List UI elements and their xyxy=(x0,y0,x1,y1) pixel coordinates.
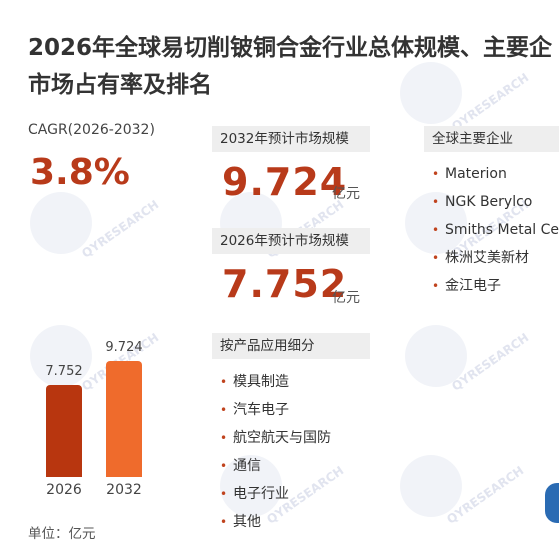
list-item: • 电子行业 xyxy=(218,480,331,508)
forecast-2032-value: 9.724 xyxy=(222,160,348,204)
page-title: 2026年全球易切削铍铜合金行业总体规模、主要企 xyxy=(28,35,553,61)
list-item: • 汽车电子 xyxy=(218,396,331,424)
forecast-2032-label: 2032年预计市场规模 xyxy=(212,126,370,152)
list-item: • 模具制造 xyxy=(218,368,331,396)
bullet-icon: • xyxy=(432,223,440,237)
bullet-icon: • xyxy=(220,487,228,501)
watermark-circle xyxy=(405,325,467,387)
forecast-2026-value: 7.752 xyxy=(222,262,348,306)
watermark-circle xyxy=(400,455,462,517)
bullet-icon: • xyxy=(432,167,440,181)
list-item: • 其他 xyxy=(218,508,331,536)
bar-category-label: 2026 xyxy=(46,482,82,498)
cagr-value: 3.8% xyxy=(30,152,130,193)
list-item: • 航空航天与国防 xyxy=(218,424,331,452)
unit-note: 单位：亿元 xyxy=(28,526,96,542)
watermark-text: QYRESEARCH xyxy=(79,197,162,261)
list-item: • 株洲艾美新材 xyxy=(430,244,559,272)
bullet-icon: • xyxy=(220,459,228,473)
bullet-icon: • xyxy=(220,431,228,445)
bar-2032 xyxy=(106,361,142,477)
side-tab[interactable] xyxy=(545,483,559,523)
applications-label: 按产品应用细分 xyxy=(212,333,370,359)
watermark-circle xyxy=(405,192,467,254)
companies-label: 全球主要企业 xyxy=(424,126,559,152)
bar-value-label: 7.752 xyxy=(45,364,83,379)
applications-list: • 模具制造 • 汽车电子 • 航空航天与国防 • 通信 • 电子行业 • 其他 xyxy=(218,368,331,536)
forecast-2032-unit: 亿元 xyxy=(332,186,360,202)
bar-category-label: 2032 xyxy=(106,482,142,498)
companies-list: • Materion • NGK Berylco • Smiths Metal Cen… xyxy=(430,160,559,300)
forecast-2026-unit: 亿元 xyxy=(332,290,360,306)
watermark-circle xyxy=(30,192,92,254)
list-item: • 通信 xyxy=(218,452,331,480)
list-item: • 金江电子 xyxy=(430,272,559,300)
bar-2026 xyxy=(46,385,82,477)
bullet-icon: • xyxy=(220,515,228,529)
bar-value-label: 9.724 xyxy=(105,340,143,355)
forecast-2026-label: 2026年预计市场规模 xyxy=(212,228,370,254)
watermark-circle xyxy=(220,455,282,517)
bullet-icon: • xyxy=(432,279,440,293)
bullet-icon: • xyxy=(220,375,228,389)
watermark-circle xyxy=(30,325,92,387)
list-item: • Smiths Metal Cen xyxy=(430,216,559,244)
bullet-icon: • xyxy=(432,195,440,209)
watermark-circle xyxy=(400,62,462,124)
page-title-line2: 市场占有率及排名 xyxy=(28,72,212,98)
list-item: • Materion xyxy=(430,160,559,188)
cagr-label: CAGR(2026-2032) xyxy=(28,122,155,138)
list-item: • NGK Berylco xyxy=(430,188,559,216)
bullet-icon: • xyxy=(432,251,440,265)
bullet-icon: • xyxy=(220,403,228,417)
